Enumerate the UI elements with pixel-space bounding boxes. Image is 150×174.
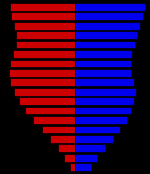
Bar [70,163,75,171]
Bar [75,116,127,124]
Bar [75,107,131,114]
Bar [75,88,136,96]
Bar [75,3,145,11]
Bar [75,97,134,105]
Bar [75,163,91,171]
Bar [58,144,75,152]
Bar [16,31,75,39]
Bar [19,97,75,105]
Bar [75,144,105,152]
Bar [75,60,131,67]
Bar [75,69,131,77]
Bar [16,41,75,49]
Bar [75,78,134,86]
Bar [75,41,135,49]
Bar [33,116,75,124]
Bar [26,107,75,114]
Bar [13,50,75,58]
Bar [14,22,75,30]
Bar [75,125,120,133]
Bar [75,135,113,143]
Bar [11,13,75,20]
Bar [75,154,97,161]
Bar [10,3,75,11]
Bar [14,88,75,96]
Bar [10,78,75,86]
Bar [9,69,75,77]
Bar [75,13,143,20]
Bar [10,60,75,67]
Bar [50,135,75,143]
Bar [75,31,137,39]
Bar [75,50,132,58]
Bar [42,125,75,133]
Bar [64,154,75,161]
Bar [75,22,140,30]
